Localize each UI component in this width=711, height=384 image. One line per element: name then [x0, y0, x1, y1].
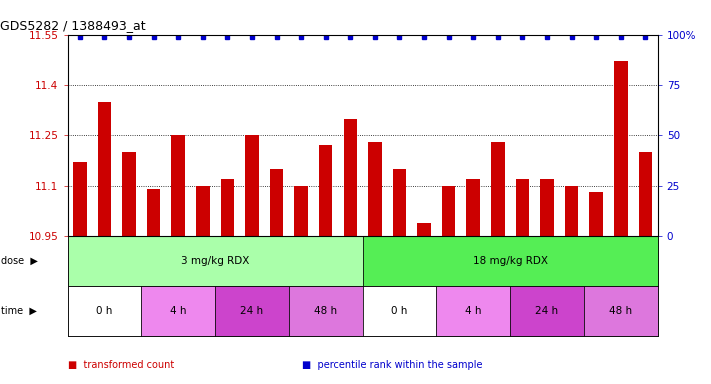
Bar [245, 136, 259, 236]
Bar [215, 286, 289, 336]
Bar [589, 192, 603, 236]
Bar [515, 179, 529, 236]
Text: 4 h: 4 h [170, 306, 186, 316]
Bar [437, 286, 510, 336]
Bar [491, 142, 505, 236]
Text: 0 h: 0 h [96, 306, 112, 316]
Bar [319, 146, 333, 236]
Text: 18 mg/kg RDX: 18 mg/kg RDX [473, 256, 547, 266]
Text: dose  ▶: dose ▶ [1, 256, 38, 266]
Bar [141, 286, 215, 336]
Bar [363, 236, 658, 286]
Text: 24 h: 24 h [240, 306, 264, 316]
Bar [417, 223, 431, 236]
Bar [269, 169, 283, 236]
Text: 24 h: 24 h [535, 306, 559, 316]
Text: 48 h: 48 h [609, 306, 632, 316]
Bar [68, 236, 363, 286]
Bar [73, 162, 87, 236]
Bar [122, 152, 136, 236]
Bar [220, 179, 234, 236]
Bar [97, 102, 111, 236]
Bar [614, 61, 628, 236]
Bar [510, 286, 584, 336]
Bar [392, 169, 406, 236]
Text: 48 h: 48 h [314, 306, 337, 316]
Bar [289, 286, 363, 336]
Bar [368, 142, 382, 236]
Text: 4 h: 4 h [465, 306, 481, 316]
Bar [343, 119, 357, 236]
Text: ■  transformed count: ■ transformed count [68, 360, 173, 370]
Bar [171, 136, 185, 236]
Text: GDS5282 / 1388493_at: GDS5282 / 1388493_at [0, 19, 146, 32]
Bar [584, 286, 658, 336]
Bar [68, 286, 141, 336]
Text: ■  percentile rank within the sample: ■ percentile rank within the sample [302, 360, 483, 370]
Text: 0 h: 0 h [391, 306, 407, 316]
Bar [294, 186, 308, 236]
Bar [565, 186, 578, 236]
Bar [466, 179, 480, 236]
Bar [638, 152, 652, 236]
Bar [196, 186, 210, 236]
Text: 3 mg/kg RDX: 3 mg/kg RDX [181, 256, 250, 266]
Bar [147, 189, 161, 236]
Text: time  ▶: time ▶ [1, 306, 36, 316]
Bar [442, 186, 456, 236]
Bar [363, 286, 437, 336]
Bar [540, 179, 554, 236]
